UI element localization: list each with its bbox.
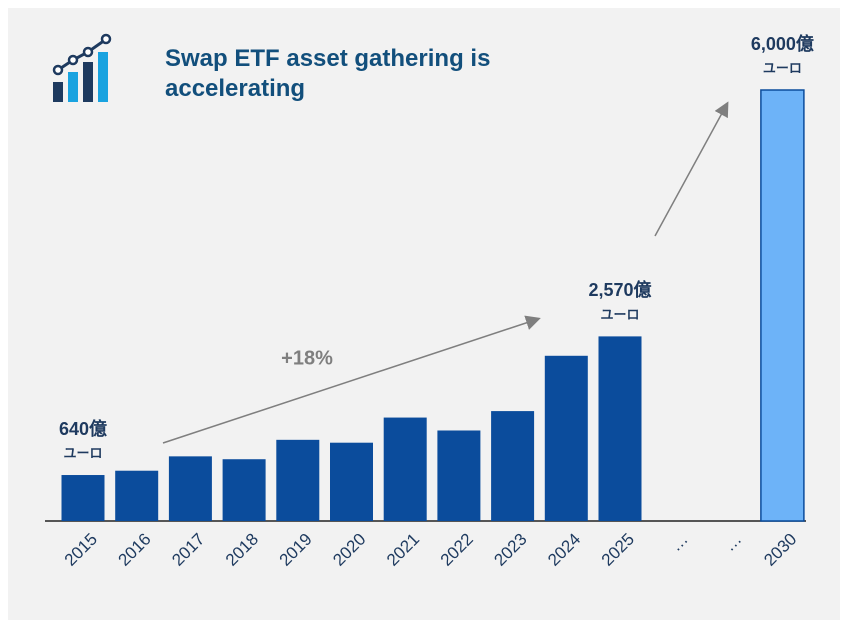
value-label: 640億 (59, 418, 107, 439)
x-tick-label: 2022 (437, 530, 477, 570)
bar (760, 89, 805, 522)
bar (61, 475, 105, 521)
x-tick-label: 2018 (222, 530, 262, 570)
x-tick-label: … (720, 530, 745, 555)
value-label: 2,570億 (588, 279, 651, 300)
value-label: ユーロ (600, 307, 639, 322)
x-tick-label: 2016 (115, 530, 155, 570)
x-tick-label: … (666, 530, 691, 555)
icon (52, 33, 112, 102)
trend-arrow (654, 101, 729, 237)
x-tick-label: 2020 (329, 530, 369, 570)
x-tick-label: 2021 (383, 530, 423, 570)
x-tick-label: 2023 (490, 530, 530, 570)
chart-title: Swap ETF asset gathering is accelerating (165, 45, 491, 102)
bar (383, 417, 427, 521)
value-label: ユーロ (63, 445, 102, 460)
x-tick-label: 2017 (168, 530, 208, 570)
x-tick-label: 2019 (276, 530, 316, 570)
trend-arrow (162, 315, 541, 444)
bar (491, 411, 535, 521)
bar (330, 442, 373, 521)
bar (544, 355, 588, 521)
bar (168, 456, 212, 521)
bar (437, 430, 481, 521)
bar (115, 470, 159, 521)
x-tick-label: 2025 (598, 530, 638, 570)
bar (276, 439, 320, 521)
value-label: 6,000億 (751, 33, 814, 54)
value-label: ユーロ (763, 60, 802, 75)
x-tick-label: 2024 (544, 530, 584, 570)
bar (222, 459, 266, 521)
bar (598, 336, 642, 521)
growth-annotation: +18% (281, 347, 333, 369)
x-tick-label: 2030 (760, 530, 800, 570)
x-tick-label: 2015 (61, 530, 101, 570)
